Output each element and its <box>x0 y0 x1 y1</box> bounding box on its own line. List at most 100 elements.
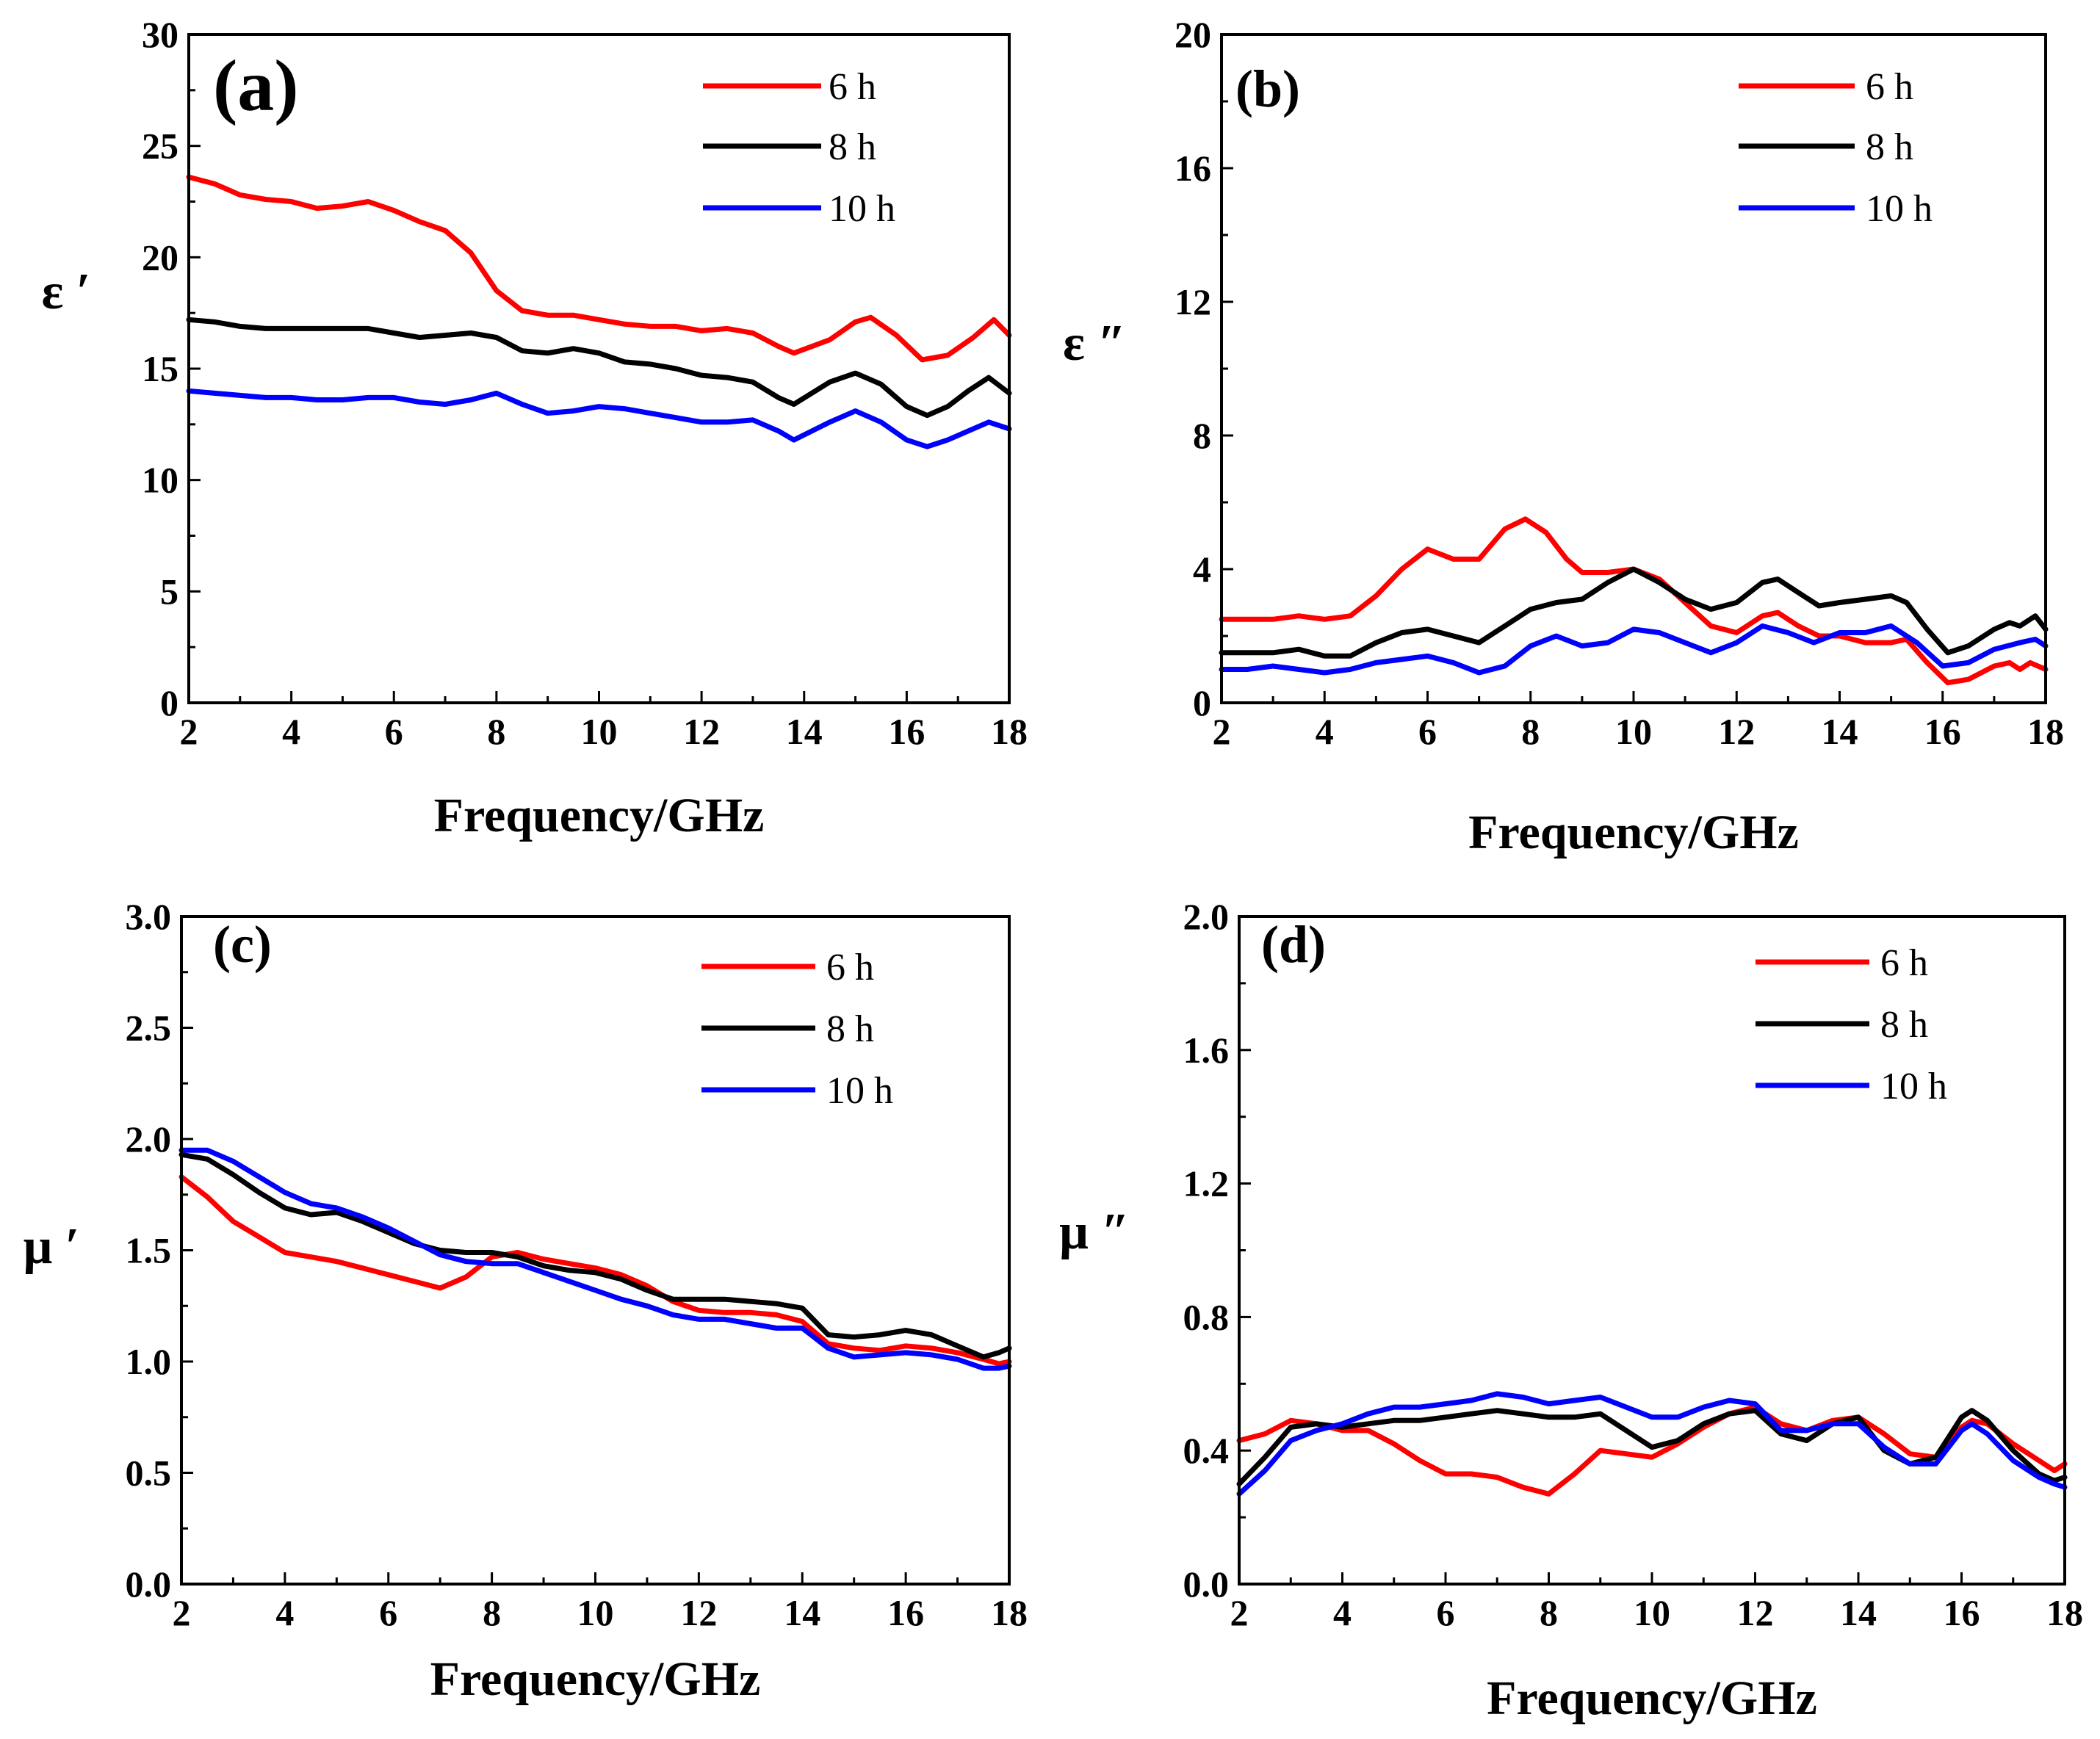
x-tick-label: 18 <box>2046 1592 2083 1633</box>
x-tick-label: 18 <box>991 1592 1028 1633</box>
panel-b: 2 4 6 8 10 12 14 16 18 0 4 8 12 16 20 Frequency/GHz ε ″ (… <box>1063 14 2064 859</box>
legend-label: 10 h <box>1880 1066 1947 1107</box>
series-line-6h <box>178 1174 1012 1367</box>
series-line-10h <box>186 388 1012 449</box>
legend-label: 10 h <box>829 188 895 230</box>
y-tick-label: 30 <box>142 14 178 55</box>
x-tick-label: 14 <box>1840 1592 1877 1633</box>
y-tick-label: 0 <box>1193 682 1211 723</box>
y-tick-label: 1.6 <box>1183 1030 1230 1071</box>
legend-label: 10 h <box>826 1070 893 1112</box>
series-line-8h <box>178 1152 1012 1360</box>
x-tick-label: 14 <box>1822 711 1858 752</box>
x-tick-label: 8 <box>1521 711 1540 752</box>
x-tick-label: 6 <box>1418 711 1437 752</box>
x-tick-label: 10 <box>577 1592 614 1633</box>
series-line-8h <box>1236 1408 2068 1487</box>
x-tick-label: 16 <box>887 1592 924 1633</box>
panel-a: 2 4 6 8 10 12 14 16 18 0 5 10 15 20 25 30 Frequency/GHz ε… <box>41 14 1028 842</box>
x-tick-label: 16 <box>888 711 925 752</box>
y-tick-label: 1.5 <box>126 1230 172 1271</box>
series-line-10h <box>1219 623 2049 676</box>
series-line-6h <box>186 174 1012 363</box>
x-tick-label: 6 <box>379 1592 397 1633</box>
series-line-10h <box>178 1147 1012 1371</box>
legend: 6 h 8 h 10 h <box>1756 942 1947 1107</box>
x-tick-label: 2 <box>1213 711 1231 752</box>
y-tick-label: 0.8 <box>1183 1296 1230 1337</box>
y-tick-label: 4 <box>1193 549 1211 590</box>
legend-label: 8 h <box>1866 126 1913 168</box>
series-line-6h <box>1236 1404 2068 1497</box>
x-tick-label: 2 <box>1230 1592 1249 1633</box>
panel-label: (b) <box>1235 59 1300 118</box>
y-tick-label: 0.0 <box>1183 1563 1230 1605</box>
x-tick-label: 6 <box>1437 1592 1455 1633</box>
y-tick-label: 0.5 <box>126 1453 172 1494</box>
x-axis-title: Frequency/GHz <box>434 789 765 842</box>
y-tick-label: 1.0 <box>126 1341 172 1382</box>
y-tick-label: 2.5 <box>126 1008 172 1049</box>
x-tick-label: 12 <box>1718 711 1755 752</box>
y-tick-label: 20 <box>1175 14 1211 55</box>
y-tick-label: 0 <box>160 682 178 723</box>
legend-label: 6 h <box>829 66 876 108</box>
x-tick-label: 2 <box>173 1592 191 1633</box>
x-tick-label: 4 <box>1333 1592 1352 1633</box>
y-tick-label: 5 <box>160 571 178 612</box>
legend: 6 h 8 h 10 h <box>1739 66 1933 230</box>
plot-frame <box>187 33 1011 704</box>
x-tick-label: 4 <box>282 711 300 752</box>
legend-label: 10 h <box>1866 188 1933 230</box>
legend-label: 6 h <box>1880 942 1928 984</box>
y-tick-label: 12 <box>1175 281 1211 322</box>
y-axis-title: μ ″ <box>1059 1204 1130 1260</box>
y-tick-label: 2.0 <box>1183 896 1230 937</box>
x-tick-label: 4 <box>275 1592 294 1633</box>
legend-label: 6 h <box>826 947 874 988</box>
panel-d: 2 4 6 8 10 12 14 16 18 0.0 0.4 0.8 1.2 1.6 2.0 Frequenc… <box>1059 896 2083 1725</box>
y-tick-label: 0.4 <box>1183 1430 1230 1471</box>
x-axis-title: Frequency/GHz <box>430 1652 761 1706</box>
y-tick-label: 1.2 <box>1183 1163 1230 1204</box>
legend-label: 6 h <box>1866 66 1913 108</box>
plot-frame <box>180 915 1011 1586</box>
legend-label: 8 h <box>829 126 876 168</box>
legend-label: 8 h <box>1880 1004 1928 1046</box>
x-tick-label: 12 <box>680 1592 717 1633</box>
y-tick-label: 3.0 <box>126 896 172 937</box>
y-tick-label: 16 <box>1175 148 1211 189</box>
x-tick-label: 8 <box>483 1592 501 1633</box>
x-tick-label: 4 <box>1316 711 1334 752</box>
y-tick-label: 0.0 <box>126 1563 172 1605</box>
x-tick-label: 14 <box>786 711 823 752</box>
y-axis-title: μ ′ <box>24 1218 80 1275</box>
panel-c: 2 4 6 8 10 12 14 16 18 0.0 0.5 1.0 1.5 2.0 2.5 3.0 Frequ… <box>24 896 1028 1706</box>
x-tick-label: 10 <box>581 711 618 752</box>
series-line-8h <box>186 317 1012 419</box>
x-tick-label: 18 <box>991 711 1028 752</box>
y-tick-label: 2.0 <box>126 1118 172 1160</box>
x-tick-label: 16 <box>1944 1592 1980 1633</box>
x-tick-label: 12 <box>1737 1592 1774 1633</box>
legend: 6 h 8 h 10 h <box>701 947 893 1112</box>
y-axis-title: ε ″ <box>1063 315 1126 372</box>
x-tick-label: 14 <box>784 1592 820 1633</box>
plot-frame <box>1220 33 2047 704</box>
y-tick-label: 10 <box>142 460 178 501</box>
legend-label: 8 h <box>826 1008 874 1050</box>
y-tick-label: 25 <box>142 126 178 167</box>
y-tick-label: 15 <box>142 348 178 389</box>
legend: 6 h 8 h 10 h <box>703 66 895 230</box>
y-axis-title: ε ′ <box>41 264 90 320</box>
x-axis-title: Frequency/GHz <box>1468 806 1799 859</box>
x-tick-label: 12 <box>683 711 720 752</box>
panel-label: (d) <box>1261 915 1326 974</box>
x-tick-label: 16 <box>1924 711 1961 752</box>
series-line-10h <box>1236 1391 2068 1497</box>
panel-label: (a) <box>213 45 299 126</box>
y-tick-label: 8 <box>1193 415 1211 456</box>
y-tick-label: 20 <box>142 236 178 278</box>
x-tick-label: 18 <box>2027 711 2064 752</box>
